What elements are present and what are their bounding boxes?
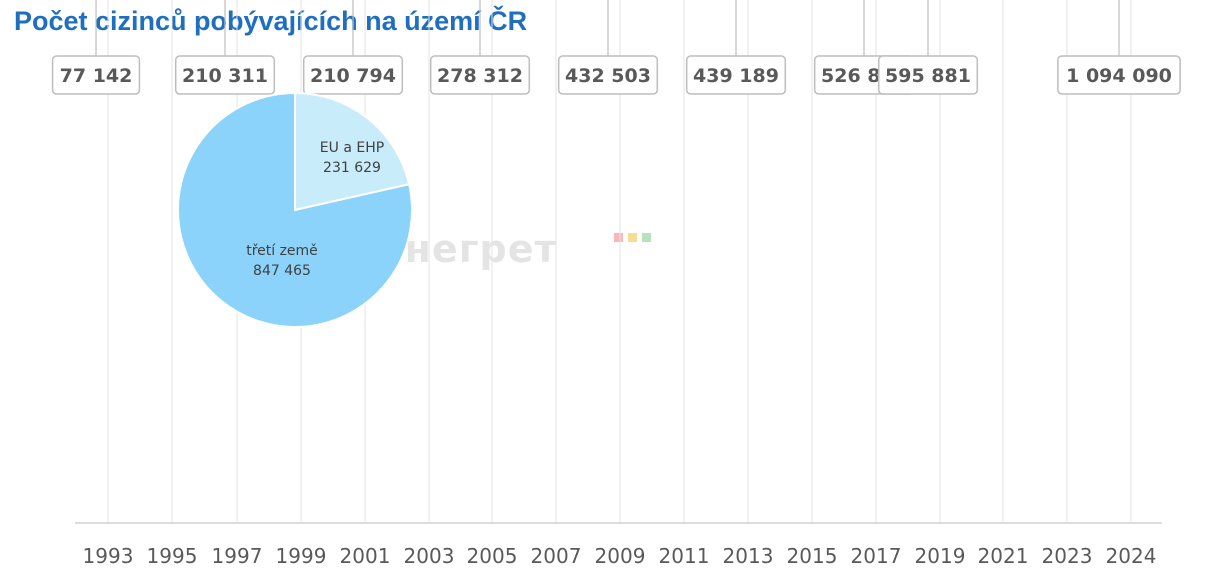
- x-tick-label: 2013: [723, 544, 774, 568]
- x-tick-label: 2001: [340, 544, 391, 568]
- x-tick-label: 2017: [851, 544, 902, 568]
- watermark-dot: [628, 233, 637, 242]
- pie-chart: EU a EHP 231 629 třetí země 847 465: [177, 91, 414, 328]
- x-tick-label: 2021: [978, 544, 1029, 568]
- data-label-text: 278 312: [437, 65, 523, 87]
- pie-slice-value: 231 629: [323, 160, 381, 176]
- x-tick-label: 2007: [531, 544, 582, 568]
- x-tick-label: 2005: [467, 544, 518, 568]
- data-label: 210 311: [174, 0, 276, 95]
- pie-slice: [294, 91, 411, 212]
- x-tick-label: 2011: [659, 544, 710, 568]
- watermark-dot: [614, 233, 623, 242]
- data-label-text: 210 311: [182, 65, 268, 87]
- data-label-box: [302, 55, 404, 95]
- data-label-box: [1057, 55, 1181, 95]
- x-tick-label: 2023: [1042, 544, 1093, 568]
- x-tick-label: 2024: [1106, 544, 1157, 568]
- x-tick-label: 2009: [595, 544, 646, 568]
- data-label-text: 595 881: [885, 65, 971, 87]
- data-label: 278 312: [429, 0, 531, 95]
- chart-title: Počet cizinců pobývajících na území ČR: [14, 6, 528, 36]
- data-label-text: 432 503: [565, 65, 651, 87]
- watermark-dot: [642, 233, 651, 242]
- data-label-box: [685, 55, 787, 95]
- data-label-box: [429, 55, 531, 95]
- x-tick-label: 1999: [276, 544, 327, 568]
- pie-slice-label: EU a EHP: [320, 140, 384, 156]
- data-label-text: 77 142: [60, 65, 133, 87]
- data-label-text: 439 189: [693, 65, 779, 87]
- data-label: 439 189: [685, 0, 787, 95]
- data-label: 595 881: [877, 0, 979, 95]
- x-tick-label: 1995: [147, 544, 198, 568]
- data-label-text: 1 094 090: [1066, 65, 1172, 87]
- x-tick-label: 2019: [915, 544, 966, 568]
- x-tick-label: 1993: [83, 544, 134, 568]
- data-label-text: 210 794: [310, 65, 396, 87]
- data-label-box: [877, 55, 979, 95]
- pie-slice-value: 847 465: [253, 263, 311, 279]
- data-label: 210 794: [302, 0, 404, 95]
- data-label-box: [51, 55, 141, 95]
- data-label: 77 142: [51, 0, 141, 95]
- data-label-box: [557, 55, 659, 95]
- data-label: 1 094 090: [1057, 0, 1181, 95]
- pie-slice: [177, 91, 414, 328]
- data-label-box: [174, 55, 276, 95]
- data-label: 432 503: [557, 0, 659, 95]
- x-tick-label: 1997: [212, 544, 263, 568]
- pie-slice-label: třetí země: [246, 243, 318, 259]
- x-tick-label: 2015: [787, 544, 838, 568]
- x-tick-label: 2003: [404, 544, 455, 568]
